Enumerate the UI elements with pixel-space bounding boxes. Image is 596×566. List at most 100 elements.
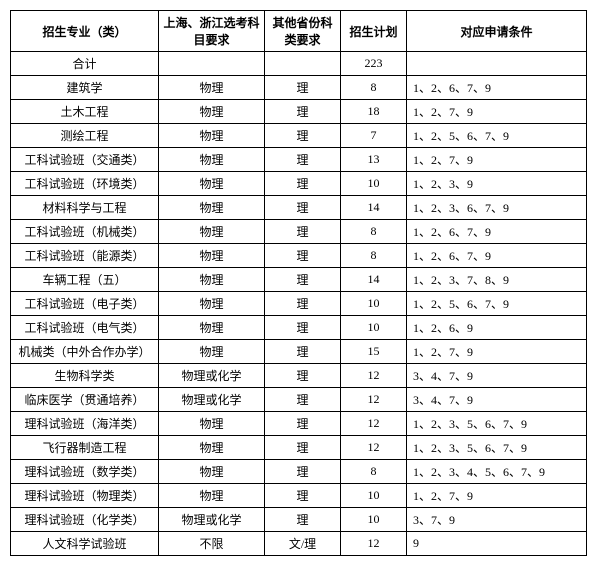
- cell-shanghai: 物理: [159, 100, 265, 124]
- cell-shanghai: 物理或化学: [159, 388, 265, 412]
- table-row: 理科试验班（海洋类）物理理121、2、3、5、6、7、9: [11, 412, 587, 436]
- cell-major: 工科试验班（电子类）: [11, 292, 159, 316]
- cell-conditions: 1、2、7、9: [407, 100, 587, 124]
- cell-plan: 12: [341, 412, 407, 436]
- cell-major: 工科试验班（电气类）: [11, 316, 159, 340]
- cell-shanghai: 物理: [159, 124, 265, 148]
- cell-other: 理: [265, 172, 341, 196]
- total-other: [265, 52, 341, 76]
- cell-conditions: 1、2、3、5、6、7、9: [407, 412, 587, 436]
- cell-major: 土木工程: [11, 100, 159, 124]
- cell-shanghai: 物理: [159, 148, 265, 172]
- cell-major: 飞行器制造工程: [11, 436, 159, 460]
- cell-plan: 12: [341, 388, 407, 412]
- cell-other: 理: [265, 124, 341, 148]
- cell-shanghai: 物理: [159, 436, 265, 460]
- table-row: 理科试验班（数学类）物理理81、2、3、4、5、6、7、9: [11, 460, 587, 484]
- cell-major: 生物科学类: [11, 364, 159, 388]
- table-row: 材料科学与工程物理理141、2、3、6、7、9: [11, 196, 587, 220]
- table-row: 工科试验班（能源类）物理理81、2、6、7、9: [11, 244, 587, 268]
- header-conditions: 对应申请条件: [407, 11, 587, 52]
- table-row: 工科试验班（环境类）物理理101、2、3、9: [11, 172, 587, 196]
- cell-conditions: 1、2、3、5、6、7、9: [407, 436, 587, 460]
- cell-conditions: 1、2、5、6、7、9: [407, 124, 587, 148]
- cell-shanghai: 物理: [159, 316, 265, 340]
- total-cond: [407, 52, 587, 76]
- header-row: 招生专业（类） 上海、浙江选考科目要求 其他省份科类要求 招生计划 对应申请条件: [11, 11, 587, 52]
- table-row: 理科试验班（化学类）物理或化学理103、7、9: [11, 508, 587, 532]
- cell-shanghai: 物理: [159, 292, 265, 316]
- cell-other: 理: [265, 388, 341, 412]
- cell-other: 理: [265, 412, 341, 436]
- header-major: 招生专业（类）: [11, 11, 159, 52]
- cell-plan: 13: [341, 148, 407, 172]
- cell-major: 理科试验班（物理类）: [11, 484, 159, 508]
- cell-other: 理: [265, 268, 341, 292]
- cell-conditions: 1、2、3、9: [407, 172, 587, 196]
- cell-other: 理: [265, 220, 341, 244]
- cell-conditions: 1、2、7、9: [407, 148, 587, 172]
- cell-conditions: 1、2、3、4、5、6、7、9: [407, 460, 587, 484]
- table-row: 机械类（中外合作办学）物理理151、2、7、9: [11, 340, 587, 364]
- cell-shanghai: 物理或化学: [159, 508, 265, 532]
- cell-conditions: 3、4、7、9: [407, 364, 587, 388]
- cell-conditions: 1、2、3、7、8、9: [407, 268, 587, 292]
- cell-plan: 15: [341, 340, 407, 364]
- cell-plan: 8: [341, 220, 407, 244]
- cell-other: 理: [265, 292, 341, 316]
- cell-other: 文/理: [265, 532, 341, 556]
- cell-plan: 10: [341, 316, 407, 340]
- cell-major: 车辆工程（五）: [11, 268, 159, 292]
- cell-major: 工科试验班（机械类）: [11, 220, 159, 244]
- table-row: 工科试验班（机械类）物理理81、2、6、7、9: [11, 220, 587, 244]
- cell-conditions: 3、7、9: [407, 508, 587, 532]
- cell-major: 工科试验班（能源类）: [11, 244, 159, 268]
- cell-major: 人文科学试验班: [11, 532, 159, 556]
- cell-conditions: 1、2、5、6、7、9: [407, 292, 587, 316]
- cell-major: 机械类（中外合作办学）: [11, 340, 159, 364]
- table-row: 人文科学试验班不限文/理129: [11, 532, 587, 556]
- cell-other: 理: [265, 508, 341, 532]
- cell-plan: 10: [341, 484, 407, 508]
- cell-other: 理: [265, 316, 341, 340]
- cell-plan: 12: [341, 532, 407, 556]
- total-plan: 223: [341, 52, 407, 76]
- cell-major: 理科试验班（化学类）: [11, 508, 159, 532]
- cell-shanghai: 物理: [159, 268, 265, 292]
- cell-conditions: 1、2、7、9: [407, 484, 587, 508]
- cell-plan: 12: [341, 436, 407, 460]
- table-row: 车辆工程（五）物理理141、2、3、7、8、9: [11, 268, 587, 292]
- total-row: 合计 223: [11, 52, 587, 76]
- cell-major: 临床医学（贯通培养）: [11, 388, 159, 412]
- total-sh: [159, 52, 265, 76]
- cell-plan: 8: [341, 76, 407, 100]
- cell-plan: 8: [341, 460, 407, 484]
- cell-shanghai: 物理: [159, 76, 265, 100]
- header-shanghai-zhejiang: 上海、浙江选考科目要求: [159, 11, 265, 52]
- table-row: 土木工程物理理181、2、7、9: [11, 100, 587, 124]
- cell-plan: 7: [341, 124, 407, 148]
- cell-other: 理: [265, 76, 341, 100]
- cell-other: 理: [265, 484, 341, 508]
- cell-major: 工科试验班（交通类）: [11, 148, 159, 172]
- cell-conditions: 1、2、6、7、9: [407, 76, 587, 100]
- cell-major: 工科试验班（环境类）: [11, 172, 159, 196]
- cell-shanghai: 物理: [159, 172, 265, 196]
- cell-other: 理: [265, 100, 341, 124]
- cell-other: 理: [265, 196, 341, 220]
- cell-plan: 14: [341, 196, 407, 220]
- table-row: 工科试验班（电气类）物理理101、2、6、9: [11, 316, 587, 340]
- cell-major: 理科试验班（数学类）: [11, 460, 159, 484]
- table-row: 工科试验班（交通类）物理理131、2、7、9: [11, 148, 587, 172]
- admissions-table: 招生专业（类） 上海、浙江选考科目要求 其他省份科类要求 招生计划 对应申请条件…: [10, 10, 587, 556]
- cell-other: 理: [265, 436, 341, 460]
- table-row: 建筑学物理理81、2、6、7、9: [11, 76, 587, 100]
- cell-plan: 12: [341, 364, 407, 388]
- table-row: 理科试验班（物理类）物理理101、2、7、9: [11, 484, 587, 508]
- cell-other: 理: [265, 364, 341, 388]
- cell-conditions: 1、2、3、6、7、9: [407, 196, 587, 220]
- cell-other: 理: [265, 244, 341, 268]
- cell-shanghai: 物理: [159, 196, 265, 220]
- cell-plan: 10: [341, 292, 407, 316]
- cell-shanghai: 物理: [159, 220, 265, 244]
